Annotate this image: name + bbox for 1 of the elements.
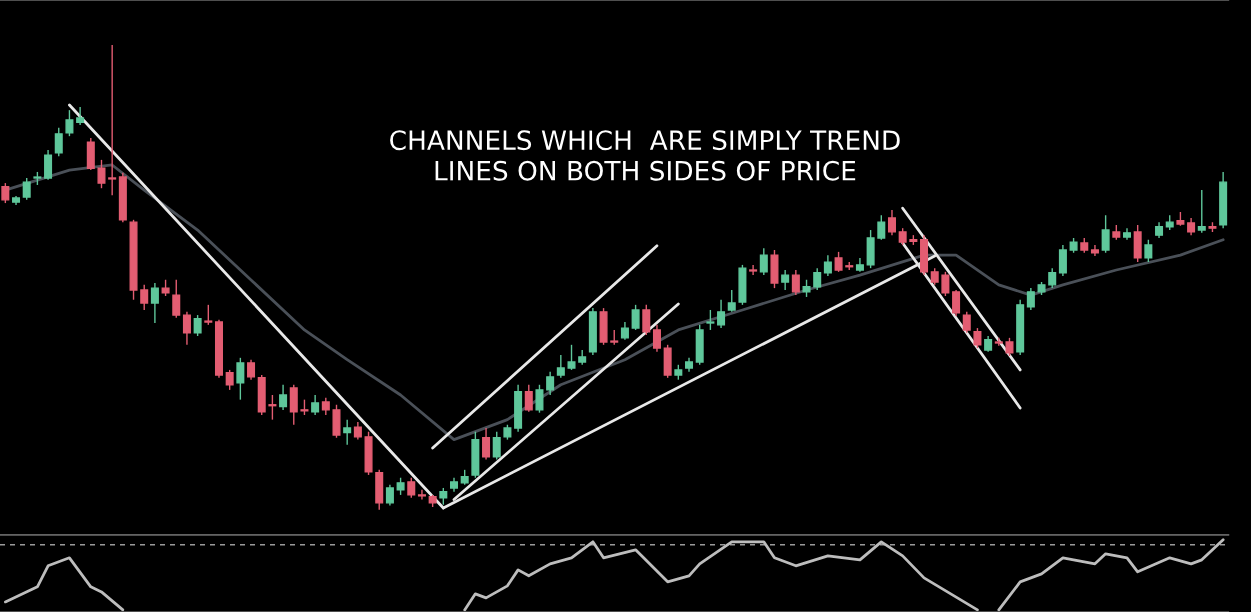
annotation: CHANNELS WHICH ARE SIMPLY TREND LINES ON BOTH SIDES OF PRICE [390, 130, 900, 181]
